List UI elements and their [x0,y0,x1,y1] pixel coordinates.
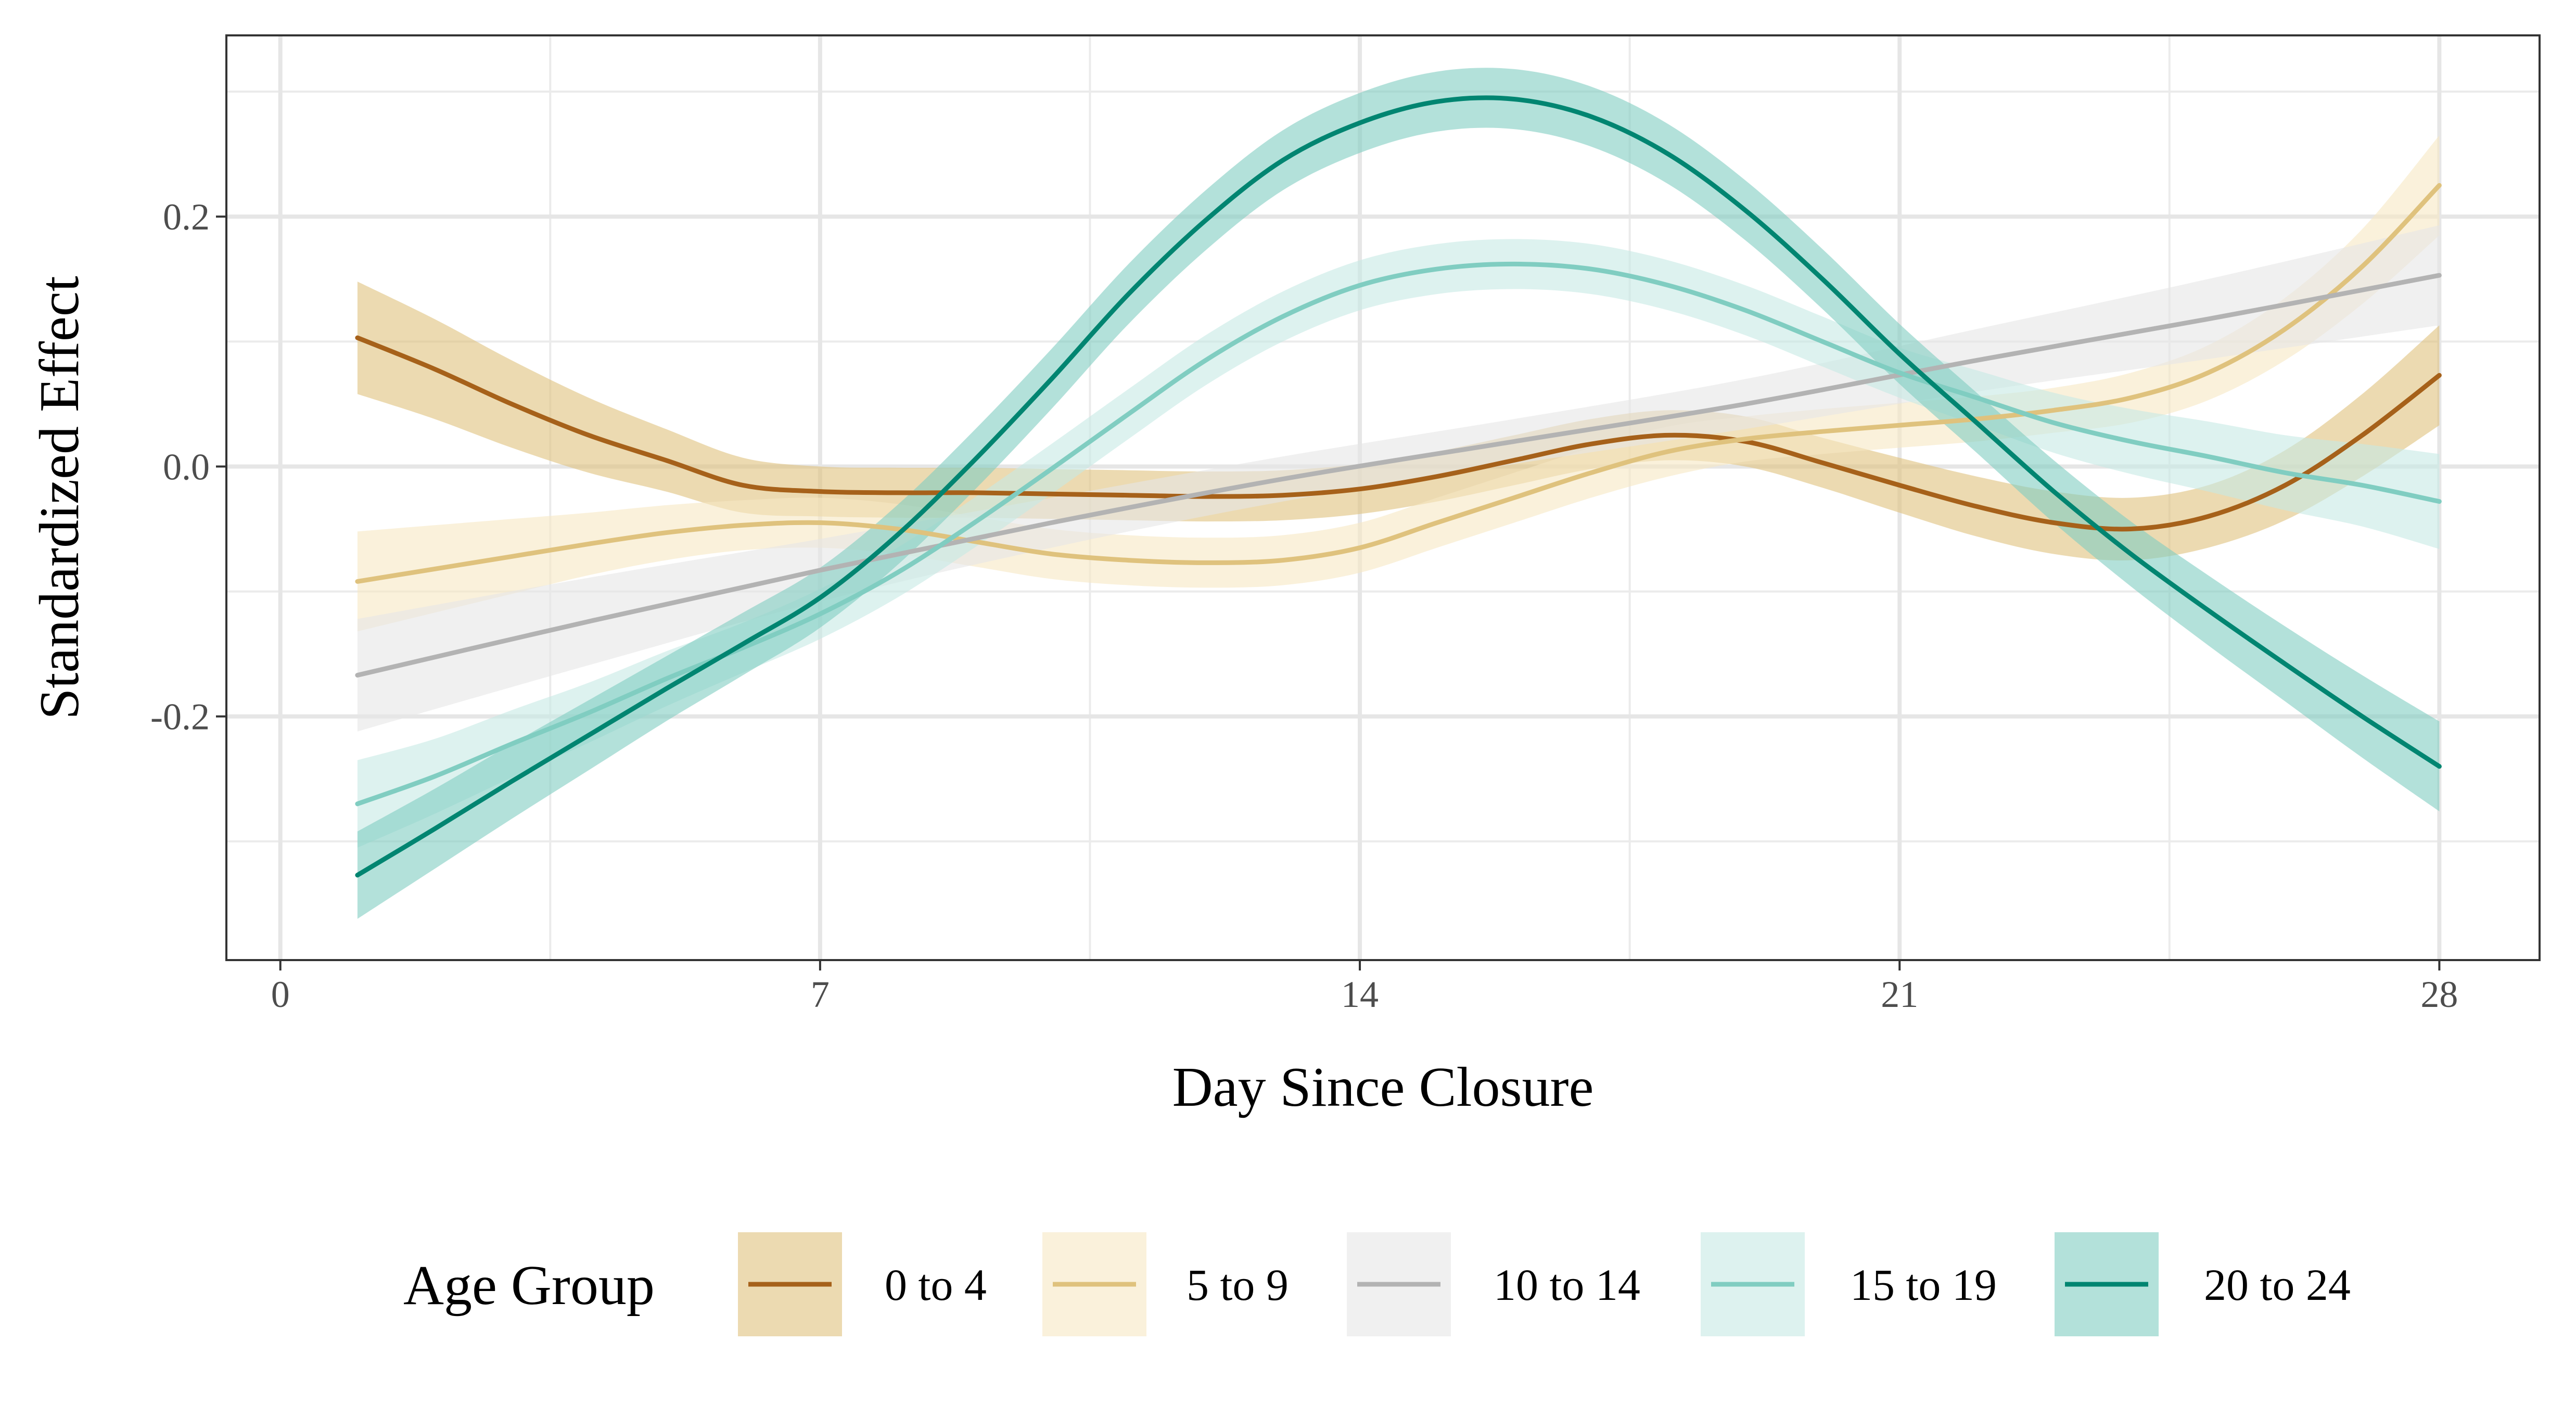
confidence-band [357,135,2440,632]
y-tick-label: -0.2 [150,696,210,738]
panel-border [225,34,2541,961]
x-tick-label: 0 [271,974,290,1015]
legend-label: 10 to 14 [1494,1260,1640,1310]
y-axis-title: Standardized Effect [29,276,91,720]
legend-label: 0 to 4 [885,1260,987,1310]
series-lines [355,95,2442,878]
confidence-band [357,68,2440,919]
x-tick-label: 28 [2420,974,2458,1015]
legend-label: 20 to 24 [2204,1260,2351,1310]
series-line [355,273,2442,678]
series-line [355,335,2442,532]
legend-title: Age Group [403,1255,655,1317]
axes: 0 7 14 21 28 -0.2 0.0 0.2 [150,196,2458,1015]
x-tick-label: 7 [811,974,830,1015]
y-tick-label: 0.0 [163,446,210,488]
legend-label: 15 to 19 [1850,1260,1997,1310]
legend: Age Group 0 to 4 5 to 9 10 to 14 15 to 19 20… [403,1232,2351,1336]
series-line [355,95,2442,878]
x-axis-title: Day Since Closure [1172,1056,1594,1118]
series-line [355,183,2442,584]
x-tick-label: 21 [1881,974,1918,1015]
x-tick-label: 14 [1341,974,1379,1015]
legend-label: 5 to 9 [1187,1260,1289,1310]
y-tick-label: 0.2 [163,196,210,238]
